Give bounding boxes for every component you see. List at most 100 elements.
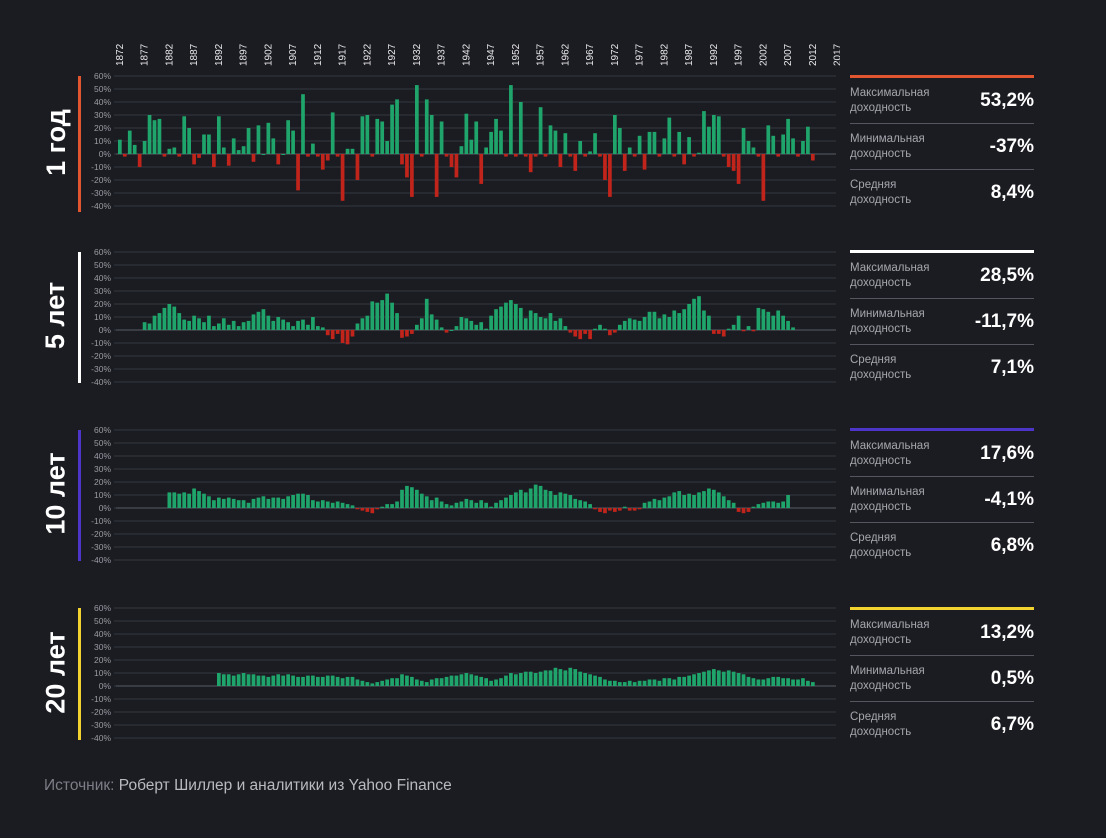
bar-1894	[226, 154, 231, 166]
bar-1942	[464, 318, 469, 330]
bar-1918	[345, 330, 350, 345]
panel-label-container: 10 лет	[36, 426, 76, 561]
bar-1947	[489, 131, 493, 154]
bar-1972	[613, 680, 617, 686]
bar-1948	[494, 679, 498, 686]
x-tick-label: 1962	[560, 43, 571, 66]
y-tick-label: 60%	[94, 603, 111, 613]
bar-1875	[132, 144, 137, 154]
panel-accent-bar	[78, 430, 81, 561]
bar-1967	[588, 504, 592, 508]
bar-1915	[330, 112, 335, 154]
bar-1889	[202, 134, 206, 154]
bar-2004	[771, 501, 776, 508]
stat-max-value: 53,2%	[980, 89, 1034, 111]
y-tick-label: 50%	[94, 260, 111, 270]
bar-1956	[533, 673, 538, 686]
bar-1889	[202, 322, 206, 330]
bar-1939	[449, 505, 454, 508]
bar-1930	[405, 485, 409, 508]
bar-1992	[712, 115, 716, 154]
bar-1990	[702, 310, 706, 330]
bar-1929	[400, 489, 404, 508]
bar-1913	[320, 154, 325, 170]
bar-1921	[360, 680, 365, 686]
panel-5-years: 5 лет 60% 50% 40% 30% 20% 10% 0% -10% -20% -30% -4…	[0, 247, 1106, 418]
bar-1905	[281, 154, 286, 155]
bar-1954	[523, 154, 528, 157]
stat-max: Максимальная доходность 53,2%	[850, 78, 1034, 123]
bar-1968	[593, 675, 597, 686]
bar-1881	[162, 307, 167, 330]
bar-1993	[716, 670, 721, 686]
bar-1973	[617, 682, 622, 686]
stat-avg-value: 8,4%	[990, 181, 1034, 203]
x-tick-label: 1897	[239, 43, 250, 66]
bar-1993	[716, 116, 721, 154]
bar-1979	[647, 311, 652, 330]
bar-1968	[593, 133, 597, 154]
y-tick-label: -30%	[91, 542, 111, 552]
bar-1920	[355, 508, 360, 510]
bar-1911	[311, 317, 315, 330]
bar-1893	[221, 498, 226, 508]
bar-1952	[514, 674, 518, 686]
bar-1951	[509, 495, 513, 508]
bar-1986	[682, 676, 686, 686]
bar-1891	[212, 154, 216, 167]
bar-1999	[746, 141, 751, 154]
bar-1905	[281, 498, 286, 508]
x-tick-label: 1927	[387, 43, 398, 66]
bar-1962	[563, 670, 568, 686]
y-tick-label: 0%	[99, 325, 112, 335]
stat-max-label: Максимальная доходность	[850, 86, 930, 114]
y-tick-label: 40%	[94, 629, 111, 639]
bar-1908	[296, 493, 300, 508]
bar-2002	[761, 154, 766, 201]
bar-1981	[657, 680, 662, 686]
bar-1967	[588, 151, 592, 154]
y-tick-label: 50%	[94, 616, 111, 626]
bar-1994	[721, 154, 726, 157]
bar-1886	[187, 493, 191, 508]
bar-1983	[667, 678, 672, 686]
bar-2002	[761, 502, 766, 508]
bar-1964	[573, 669, 578, 686]
bar-1925	[380, 300, 385, 330]
bar-1936	[434, 154, 439, 197]
x-tick-label: 2012	[808, 43, 819, 66]
source-note: Источник: Роберт Шиллер и аналитики из Y…	[44, 777, 452, 795]
bar-1938	[444, 676, 449, 686]
bar-1976	[632, 508, 637, 511]
x-tick-label: 1902	[263, 43, 274, 66]
stat-min-value: -4,1%	[984, 488, 1034, 510]
bar-1904	[276, 317, 281, 330]
bar-1879	[152, 120, 157, 154]
bar-1943	[469, 674, 474, 686]
bar-1994	[721, 671, 726, 686]
bar-1954	[523, 671, 528, 686]
bar-1895	[231, 138, 236, 154]
y-tick-label: 10%	[94, 668, 111, 678]
bar-1928	[395, 678, 399, 686]
stat-max-label: Максимальная доходность	[850, 618, 930, 646]
bar-1945	[479, 154, 484, 184]
bar-1902	[266, 122, 271, 154]
panel-20-years: 20 лет 60% 50% 40% 30% 20% 10% 0% -10% -20% -30% -…	[0, 603, 1106, 774]
bar-1918	[345, 504, 350, 508]
bar-1967	[588, 330, 592, 340]
stat-avg: Средняя доходность 7,1%	[850, 344, 1034, 390]
bar-1992	[712, 330, 716, 334]
bar-1964	[573, 330, 578, 337]
bar-1950	[504, 154, 508, 157]
bar-1964	[573, 498, 578, 508]
bar-1915	[330, 675, 335, 686]
bar-1959	[548, 313, 553, 330]
bar-1959	[548, 491, 553, 508]
bar-1955	[528, 310, 533, 330]
bar-1925	[380, 121, 385, 154]
bar-1933	[419, 680, 424, 686]
bar-1929	[400, 330, 404, 338]
y-tick-label: 10%	[94, 312, 111, 322]
bar-1951	[509, 300, 513, 330]
